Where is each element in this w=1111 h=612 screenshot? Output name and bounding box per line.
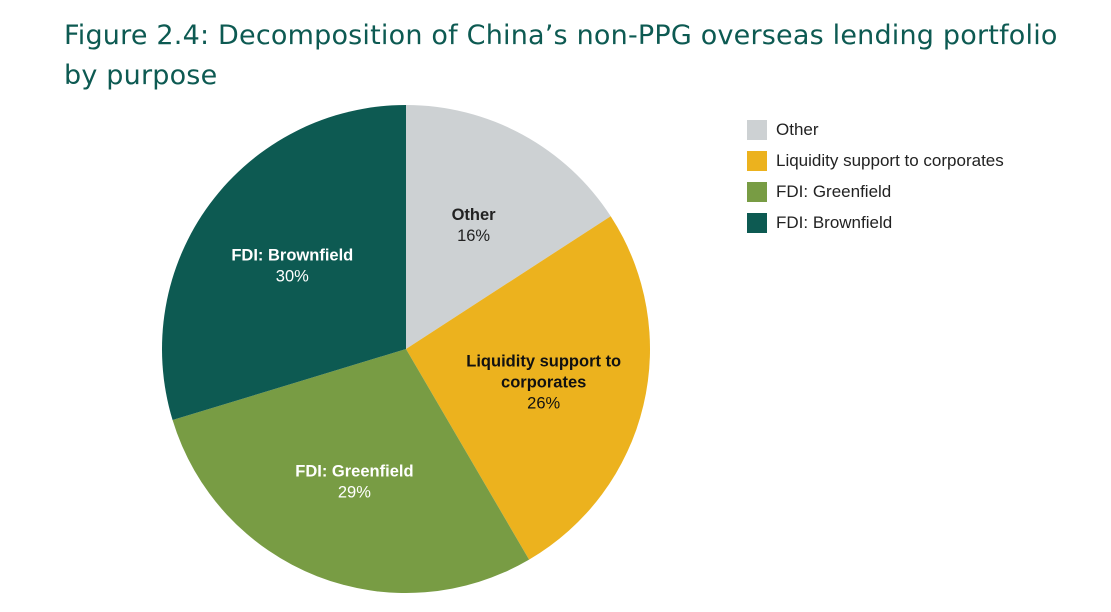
slice-label-value: 26% [527,395,560,413]
legend-swatch [747,181,767,202]
pie-slice-liquidity-support-to-corporates [406,216,650,560]
legend-swatch [747,150,767,171]
slice-label-name: Other [452,206,497,224]
legend-swatch [747,212,767,233]
figure-title: Figure 2.4: Decomposition of China’s non… [64,20,1058,91]
chart-legend: Other Liquidity support to corporates FD… [747,114,1004,238]
slice-label-name: Liquidity support to [466,353,621,371]
slice-label-value: 30% [276,267,309,285]
slice-label: Liquidity support to corporates 26% [466,353,621,413]
slice-label: FDI: Greenfield 29% [295,462,413,501]
legend-item-liquidity-support: Liquidity support to corporates [747,145,1004,176]
legend-label: FDI: Brownfield [776,212,893,232]
legend-label: Liquidity support to corporates [776,150,1004,170]
pie-slices [161,104,650,593]
legend-item-fdi-greenfield: FDI: Greenfield [747,176,1004,207]
pie-slice-other [406,105,611,349]
legend-item-other: Other [747,114,1004,145]
slice-label-name: corporates [501,374,586,392]
slice-label-value: 16% [457,227,490,245]
slice-label-name: FDI: Brownfield [231,246,353,264]
slice-label: FDI: Brownfield 30% [231,246,353,285]
legend-item-fdi-brownfield: FDI: Brownfield [747,207,1004,238]
pie-labels: Other 16% Liquidity support to corporates 26… [231,206,621,501]
legend-swatch [747,119,767,140]
legend-label: FDI: Greenfield [776,181,892,201]
slice-label-name: FDI: Greenfield [295,462,413,480]
pie-slice-fdi-greenfield [172,349,530,593]
slice-label: Other 16% [452,206,497,245]
slice-label-value: 29% [338,483,371,501]
legend-label: Other [776,119,819,139]
pie-slice-fdi-brownfield [161,104,406,421]
